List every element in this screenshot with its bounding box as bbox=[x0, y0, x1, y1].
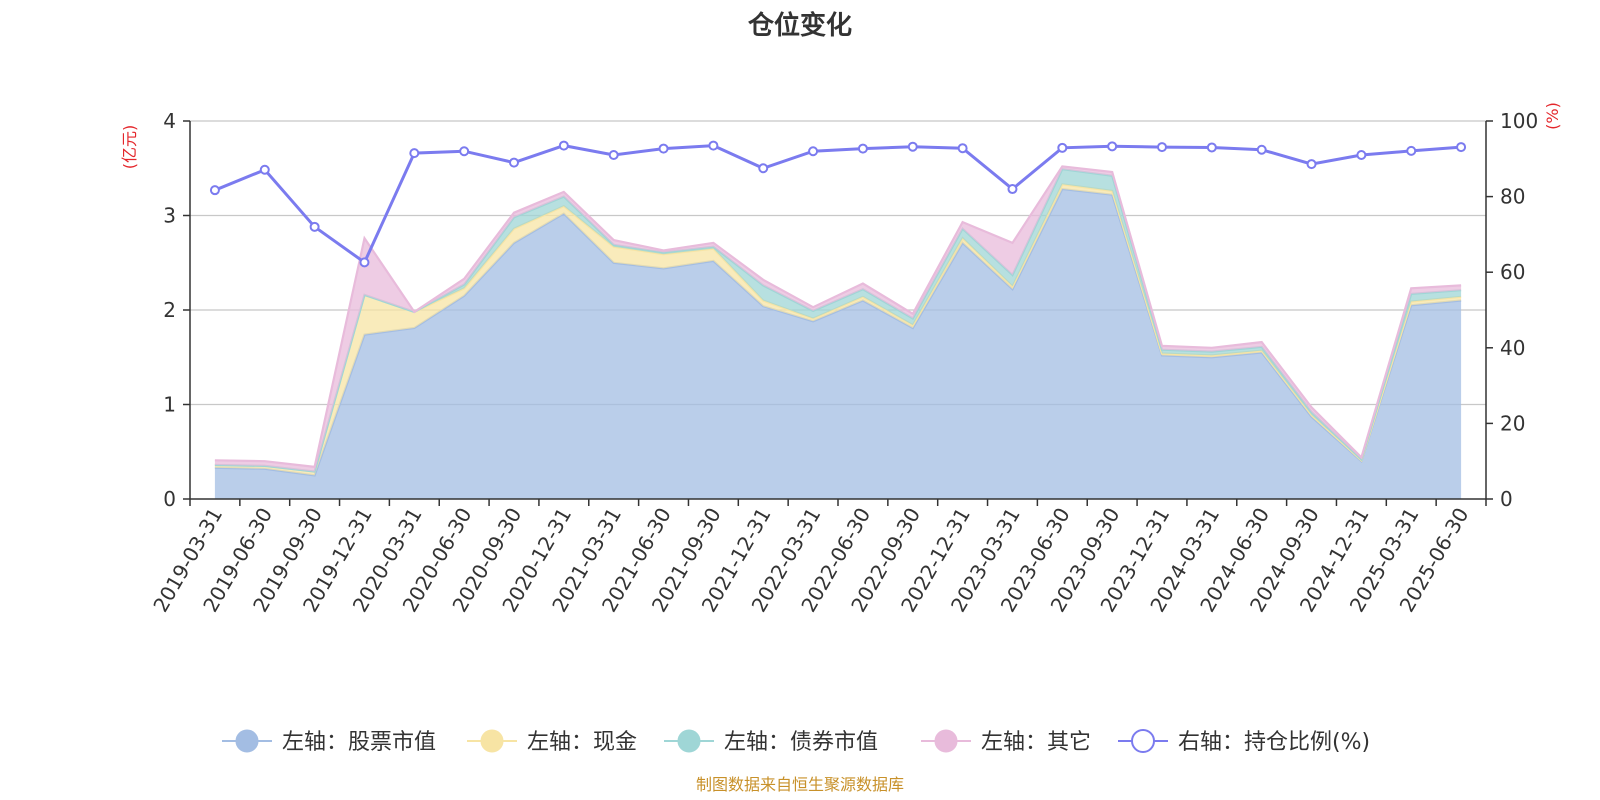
legend-swatch-marker bbox=[1131, 729, 1155, 753]
legend-item[interactable]: 左轴：其它 bbox=[921, 729, 1091, 755]
line-point bbox=[209, 185, 220, 196]
line-point bbox=[558, 140, 569, 151]
left-tick-label: 4 bbox=[163, 109, 176, 133]
legend-label: 左轴：其它 bbox=[981, 730, 1091, 755]
left-tick-label: 3 bbox=[163, 204, 176, 228]
left-axis-unit: (亿元) bbox=[120, 125, 139, 170]
chart-title: 仓位变化 bbox=[747, 10, 852, 41]
right-tick-label: 80 bbox=[1500, 185, 1525, 209]
line-point bbox=[957, 143, 968, 154]
line-point bbox=[1256, 144, 1267, 155]
legend: 左轴：股票市值 左轴：现金 左轴：债券市值 左轴：其它 右轴：持仓比例(%) bbox=[222, 729, 1370, 755]
line-point bbox=[1306, 159, 1317, 170]
left-tick-label: 0 bbox=[163, 487, 176, 511]
legend-label: 左轴：股票市值 bbox=[282, 730, 436, 755]
legend-item[interactable]: 左轴：股票市值 bbox=[222, 729, 436, 755]
line-point bbox=[1456, 142, 1467, 153]
left-tick-label: 2 bbox=[163, 298, 176, 322]
right-tick-label: 60 bbox=[1500, 260, 1525, 284]
line-point bbox=[857, 143, 868, 154]
line-point bbox=[1107, 141, 1118, 152]
line-point bbox=[1356, 150, 1367, 161]
line-point bbox=[708, 140, 719, 151]
legend-item[interactable]: 左轴：债券市值 bbox=[664, 729, 878, 755]
line-point bbox=[658, 143, 669, 154]
line-point bbox=[608, 150, 619, 161]
area-series bbox=[214, 189, 1462, 499]
position-ratio-line bbox=[209, 140, 1467, 268]
legend-item[interactable]: 左轴：现金 bbox=[467, 729, 637, 755]
right-tick-label: 40 bbox=[1500, 336, 1525, 360]
line-point bbox=[1007, 184, 1018, 195]
line-point bbox=[808, 146, 819, 157]
line-point bbox=[1057, 142, 1068, 153]
legend-swatch-marker bbox=[480, 729, 504, 753]
right-tick-label: 20 bbox=[1500, 411, 1525, 435]
line-point bbox=[459, 146, 470, 157]
area-series-edge bbox=[214, 165, 1462, 469]
legend-swatch-marker bbox=[934, 729, 958, 753]
right-tick-label: 0 bbox=[1500, 487, 1513, 511]
line-point bbox=[907, 141, 918, 152]
line-point bbox=[359, 257, 370, 268]
line-point bbox=[509, 157, 519, 168]
source-note: 制图数据来自恒生聚源数据库 bbox=[696, 775, 904, 794]
line-point bbox=[1157, 142, 1167, 153]
line-point bbox=[1206, 142, 1217, 153]
left-tick-label: 1 bbox=[163, 393, 176, 417]
legend-label: 左轴：债券市值 bbox=[724, 730, 878, 755]
legend-item[interactable]: 右轴：持仓比例(%) bbox=[1118, 729, 1370, 755]
right-tick-label: 100 bbox=[1500, 109, 1538, 133]
line-point bbox=[409, 148, 420, 159]
line-point bbox=[309, 221, 320, 232]
line-point bbox=[758, 163, 769, 174]
line-point bbox=[259, 164, 270, 175]
legend-swatch-marker bbox=[677, 729, 701, 753]
right-axis-unit: (%) bbox=[1543, 102, 1562, 130]
stacked-areas bbox=[214, 165, 1462, 499]
legend-swatch-marker bbox=[235, 729, 259, 753]
line-series bbox=[214, 144, 1462, 265]
line-point bbox=[1406, 145, 1417, 156]
legend-label: 左轴：现金 bbox=[527, 730, 637, 755]
legend-label: 右轴：持仓比例(%) bbox=[1178, 730, 1370, 755]
